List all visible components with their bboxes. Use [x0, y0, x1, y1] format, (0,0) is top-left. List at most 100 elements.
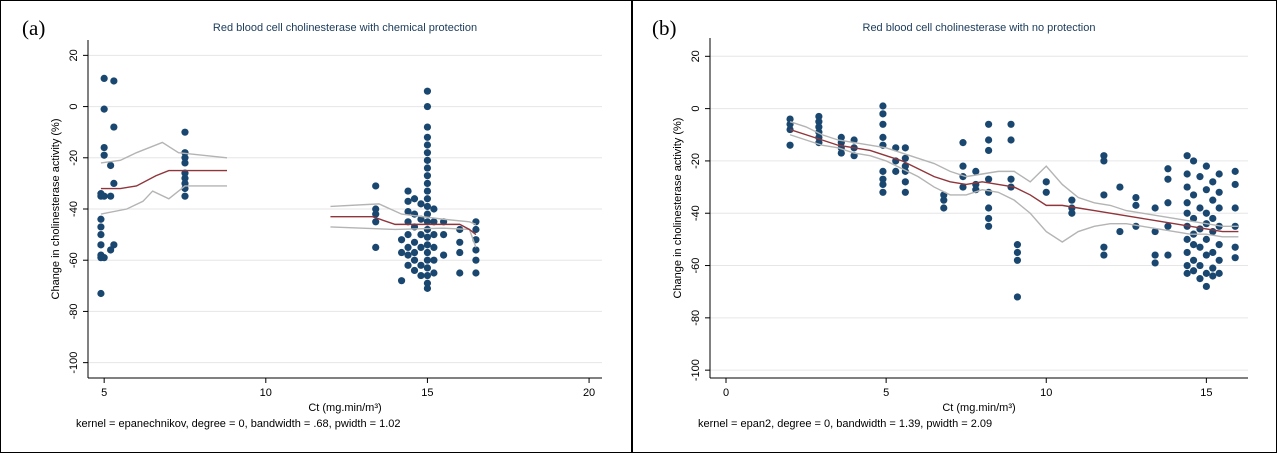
point [423, 123, 432, 131]
point [107, 192, 115, 200]
point [456, 248, 464, 257]
point [423, 172, 432, 180]
point [1202, 209, 1210, 217]
point [1068, 196, 1076, 204]
y-tick-label: -20 [690, 153, 702, 169]
point [879, 188, 887, 196]
point [404, 251, 412, 259]
point [1231, 180, 1239, 189]
point [181, 169, 189, 177]
point [372, 210, 380, 218]
y-axis-label: Change in cholinesterase activity (%) [672, 118, 684, 299]
point [417, 215, 425, 223]
point [940, 204, 948, 212]
point [786, 141, 794, 149]
point [901, 178, 909, 186]
point [430, 243, 438, 252]
y-tick-label: -60 [690, 258, 702, 274]
point [397, 248, 406, 257]
point [472, 225, 480, 234]
point [410, 256, 419, 264]
point [1007, 136, 1015, 144]
point [1151, 259, 1159, 267]
point [972, 167, 980, 175]
point [410, 238, 419, 246]
point [423, 202, 432, 211]
point [423, 218, 432, 226]
point [423, 133, 432, 141]
point [1116, 183, 1124, 191]
point [1215, 241, 1223, 249]
panel-label: (b) [652, 16, 677, 40]
point [1189, 256, 1198, 264]
line [100, 169, 477, 236]
point [110, 241, 118, 249]
point [423, 87, 432, 95]
point [1209, 196, 1217, 204]
point [404, 261, 412, 269]
y-tick-label: -40 [68, 201, 80, 217]
point [430, 205, 438, 213]
point [985, 120, 993, 128]
point [423, 187, 432, 195]
point [110, 123, 118, 131]
point [456, 269, 464, 277]
point [1215, 269, 1223, 277]
point [181, 179, 189, 187]
point [100, 143, 108, 152]
point [404, 197, 412, 205]
point [985, 175, 993, 183]
panel-border [0, 0, 632, 453]
point [985, 146, 993, 155]
point [1196, 204, 1204, 212]
chart-title: Red blood cell cholinesterase with no pr… [863, 22, 1096, 34]
point [404, 231, 412, 239]
panel-label: (a) [22, 16, 45, 40]
point [430, 256, 438, 264]
point [423, 264, 432, 272]
point [985, 136, 993, 144]
point [423, 195, 432, 203]
point [940, 196, 948, 204]
point [1231, 167, 1239, 175]
point [423, 271, 432, 280]
point [815, 123, 823, 131]
point [985, 214, 993, 223]
point [1100, 251, 1108, 259]
point [1183, 209, 1191, 217]
point [1215, 204, 1223, 212]
point [1189, 241, 1198, 249]
point [1189, 214, 1198, 223]
point [97, 289, 105, 298]
point [1189, 191, 1198, 199]
y-tick-label: 0 [690, 106, 702, 112]
point [1100, 157, 1108, 165]
point [417, 231, 425, 239]
point [404, 207, 412, 216]
point [815, 118, 823, 126]
point [1215, 188, 1223, 196]
point [892, 167, 900, 175]
point [1164, 251, 1172, 259]
point [1209, 264, 1217, 272]
point [107, 246, 115, 254]
point [372, 205, 380, 213]
point [1151, 227, 1159, 236]
point [417, 271, 425, 280]
point [100, 151, 108, 159]
point [1202, 269, 1210, 277]
point [1231, 243, 1239, 251]
point [1042, 178, 1050, 186]
line [789, 121, 1239, 228]
point [1196, 243, 1204, 251]
point [1183, 170, 1191, 178]
point [97, 241, 105, 249]
point [1013, 293, 1022, 301]
point [423, 233, 432, 241]
point [1007, 120, 1015, 128]
x-tick-label: 10 [1040, 387, 1052, 399]
point [1209, 272, 1217, 280]
point [1013, 256, 1022, 264]
point [181, 128, 189, 136]
point [1183, 235, 1191, 243]
